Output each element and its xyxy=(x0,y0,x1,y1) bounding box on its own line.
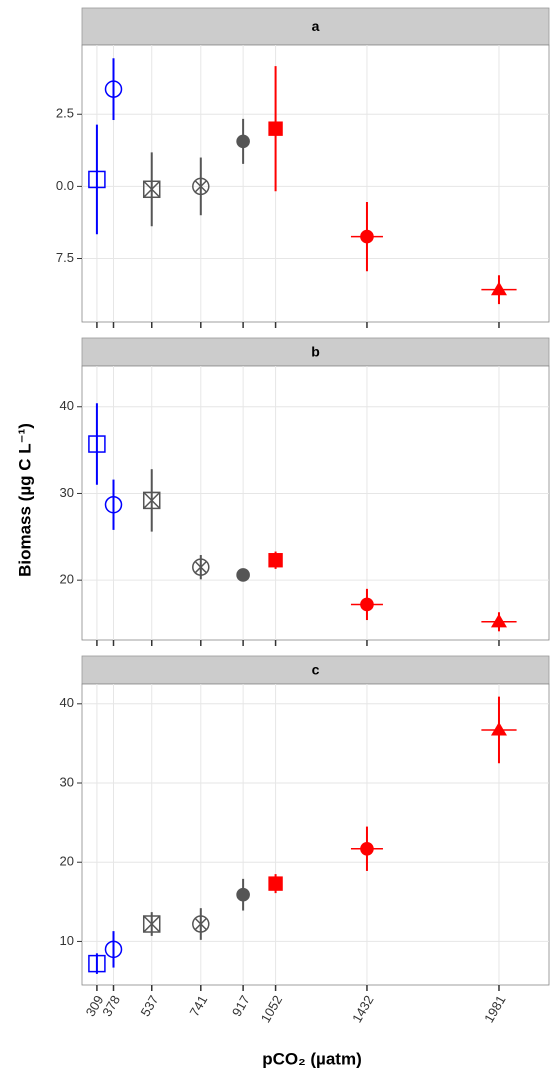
marker-cross xyxy=(194,560,208,574)
marker xyxy=(490,613,507,628)
panel xyxy=(81,683,550,986)
point xyxy=(268,876,283,891)
marker xyxy=(236,887,250,902)
point xyxy=(142,915,161,933)
y-tick-label: 2.5 xyxy=(56,106,74,121)
point xyxy=(192,177,210,196)
marker-cross xyxy=(194,917,208,931)
point xyxy=(236,568,250,582)
y-tick-label: 20 xyxy=(60,572,74,587)
marker xyxy=(88,170,106,189)
strip-label: c xyxy=(312,662,320,678)
point xyxy=(481,613,517,628)
marker xyxy=(236,134,250,149)
marker xyxy=(192,915,210,933)
point xyxy=(268,553,283,568)
marker xyxy=(104,495,123,514)
x-axis-title: pCO₂ (µatm) xyxy=(262,1049,362,1068)
y-tick-label: 10 xyxy=(60,933,74,948)
y-tick-label: 40 xyxy=(60,398,74,413)
marker xyxy=(192,177,210,196)
marker xyxy=(142,180,161,199)
strip-label: a xyxy=(312,18,320,34)
strip-label: b xyxy=(311,344,320,360)
marker xyxy=(192,558,210,576)
marker xyxy=(490,281,507,296)
y-axis-title: Biomass (µg C L⁻¹) xyxy=(15,423,34,577)
point xyxy=(481,721,517,736)
marker xyxy=(490,721,507,736)
marker xyxy=(88,954,106,973)
point xyxy=(192,558,210,576)
point xyxy=(104,80,123,98)
point xyxy=(192,915,210,933)
point xyxy=(142,180,161,199)
point xyxy=(142,491,161,510)
point xyxy=(350,597,383,612)
marker xyxy=(142,915,161,933)
y-tick-label: 30 xyxy=(60,485,74,500)
y-tick-label: 20 xyxy=(60,854,74,869)
point xyxy=(88,435,106,453)
point xyxy=(104,495,123,514)
point xyxy=(88,170,106,189)
point xyxy=(350,841,383,856)
x-tick-label: 1432 xyxy=(349,993,376,1026)
marker xyxy=(236,568,250,582)
point xyxy=(104,940,123,959)
marker xyxy=(268,876,283,891)
point xyxy=(236,887,250,902)
x-tick-label: 741 xyxy=(187,993,211,1019)
marker xyxy=(104,80,123,98)
y-tick-label: 7.5 xyxy=(56,250,74,265)
marker-cross xyxy=(143,491,161,509)
marker-cross xyxy=(143,915,161,933)
point xyxy=(350,229,383,244)
y-tick-label: 0.0 xyxy=(56,178,74,193)
marker xyxy=(268,121,283,136)
strip xyxy=(81,7,550,46)
point xyxy=(268,121,283,136)
marker xyxy=(268,553,283,568)
y-tick-label: 40 xyxy=(60,695,74,710)
point xyxy=(236,134,250,149)
marker-cross xyxy=(194,180,208,193)
x-tick-label: 917 xyxy=(229,993,253,1019)
point xyxy=(481,281,517,296)
marker xyxy=(142,491,161,510)
marker-cross xyxy=(143,180,161,198)
x-tick-label: 378 xyxy=(99,993,123,1019)
marker xyxy=(104,940,123,959)
x-tick-label: 537 xyxy=(137,993,161,1019)
strip xyxy=(81,337,550,367)
marker xyxy=(88,435,106,453)
y-tick-label: 30 xyxy=(60,774,74,789)
x-tick-label: 1052 xyxy=(258,993,285,1026)
x-tick-label: 1981 xyxy=(481,993,508,1026)
point xyxy=(88,954,106,973)
